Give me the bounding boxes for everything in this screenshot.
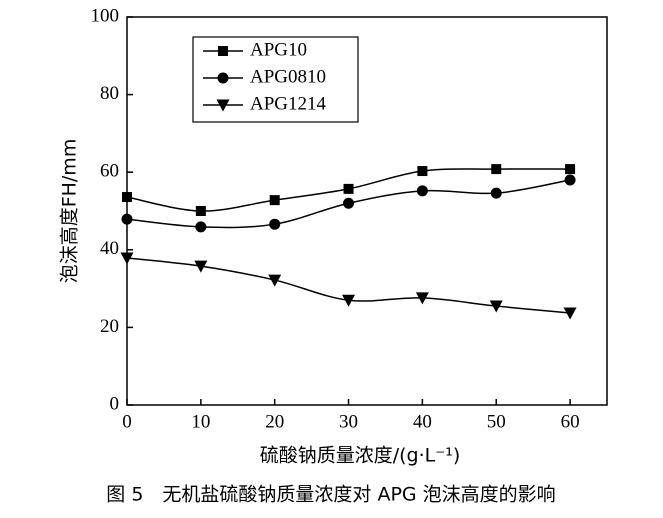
- legend-label: APG10: [250, 39, 307, 60]
- marker: [416, 185, 428, 197]
- y-tick-label: 40: [100, 238, 119, 259]
- marker: [563, 307, 577, 320]
- y-tick-label: 60: [100, 161, 119, 182]
- marker: [490, 187, 502, 199]
- marker: [491, 164, 502, 175]
- marker: [565, 164, 576, 175]
- y-tick-label: 100: [91, 5, 120, 26]
- marker: [564, 174, 576, 186]
- y-tick-label: 80: [100, 83, 119, 104]
- x-tick-label: 40: [413, 411, 432, 432]
- x-tick-label: 30: [339, 411, 358, 432]
- legend-marker: [217, 72, 229, 84]
- x-tick-label: 50: [487, 411, 506, 432]
- x-axis-label: 硫酸钠质量浓度/(g·L⁻¹): [260, 445, 461, 467]
- y-tick-label: 20: [100, 316, 119, 337]
- marker: [417, 166, 428, 177]
- marker: [489, 300, 503, 313]
- legend-marker: [218, 46, 228, 56]
- y-tick-label: 0: [110, 393, 120, 414]
- marker: [269, 195, 280, 206]
- y-axis-label: 泡沫高度FH/mm: [59, 139, 81, 284]
- marker: [415, 292, 429, 305]
- marker: [120, 252, 134, 265]
- legend-label: APG0810: [250, 66, 326, 87]
- marker: [268, 274, 282, 287]
- x-tick-label: 60: [561, 411, 580, 432]
- marker: [342, 294, 356, 307]
- marker: [121, 213, 133, 225]
- plot-frame: [126, 16, 608, 406]
- x-tick-label: 20: [265, 411, 284, 432]
- marker: [122, 192, 132, 203]
- legend-label: APG1214: [250, 93, 327, 114]
- marker: [343, 183, 354, 194]
- marker: [343, 197, 355, 209]
- marker: [195, 206, 206, 216]
- marker: [194, 260, 208, 273]
- marker: [195, 221, 207, 233]
- marker: [269, 218, 281, 230]
- caption: 图 5 无机盐硫酸钠质量浓度对 APG 泡沫高度的影响: [106, 484, 555, 506]
- x-tick-label: 10: [191, 411, 210, 432]
- x-tick-label: 0: [122, 411, 132, 432]
- legend-marker: [216, 99, 230, 112]
